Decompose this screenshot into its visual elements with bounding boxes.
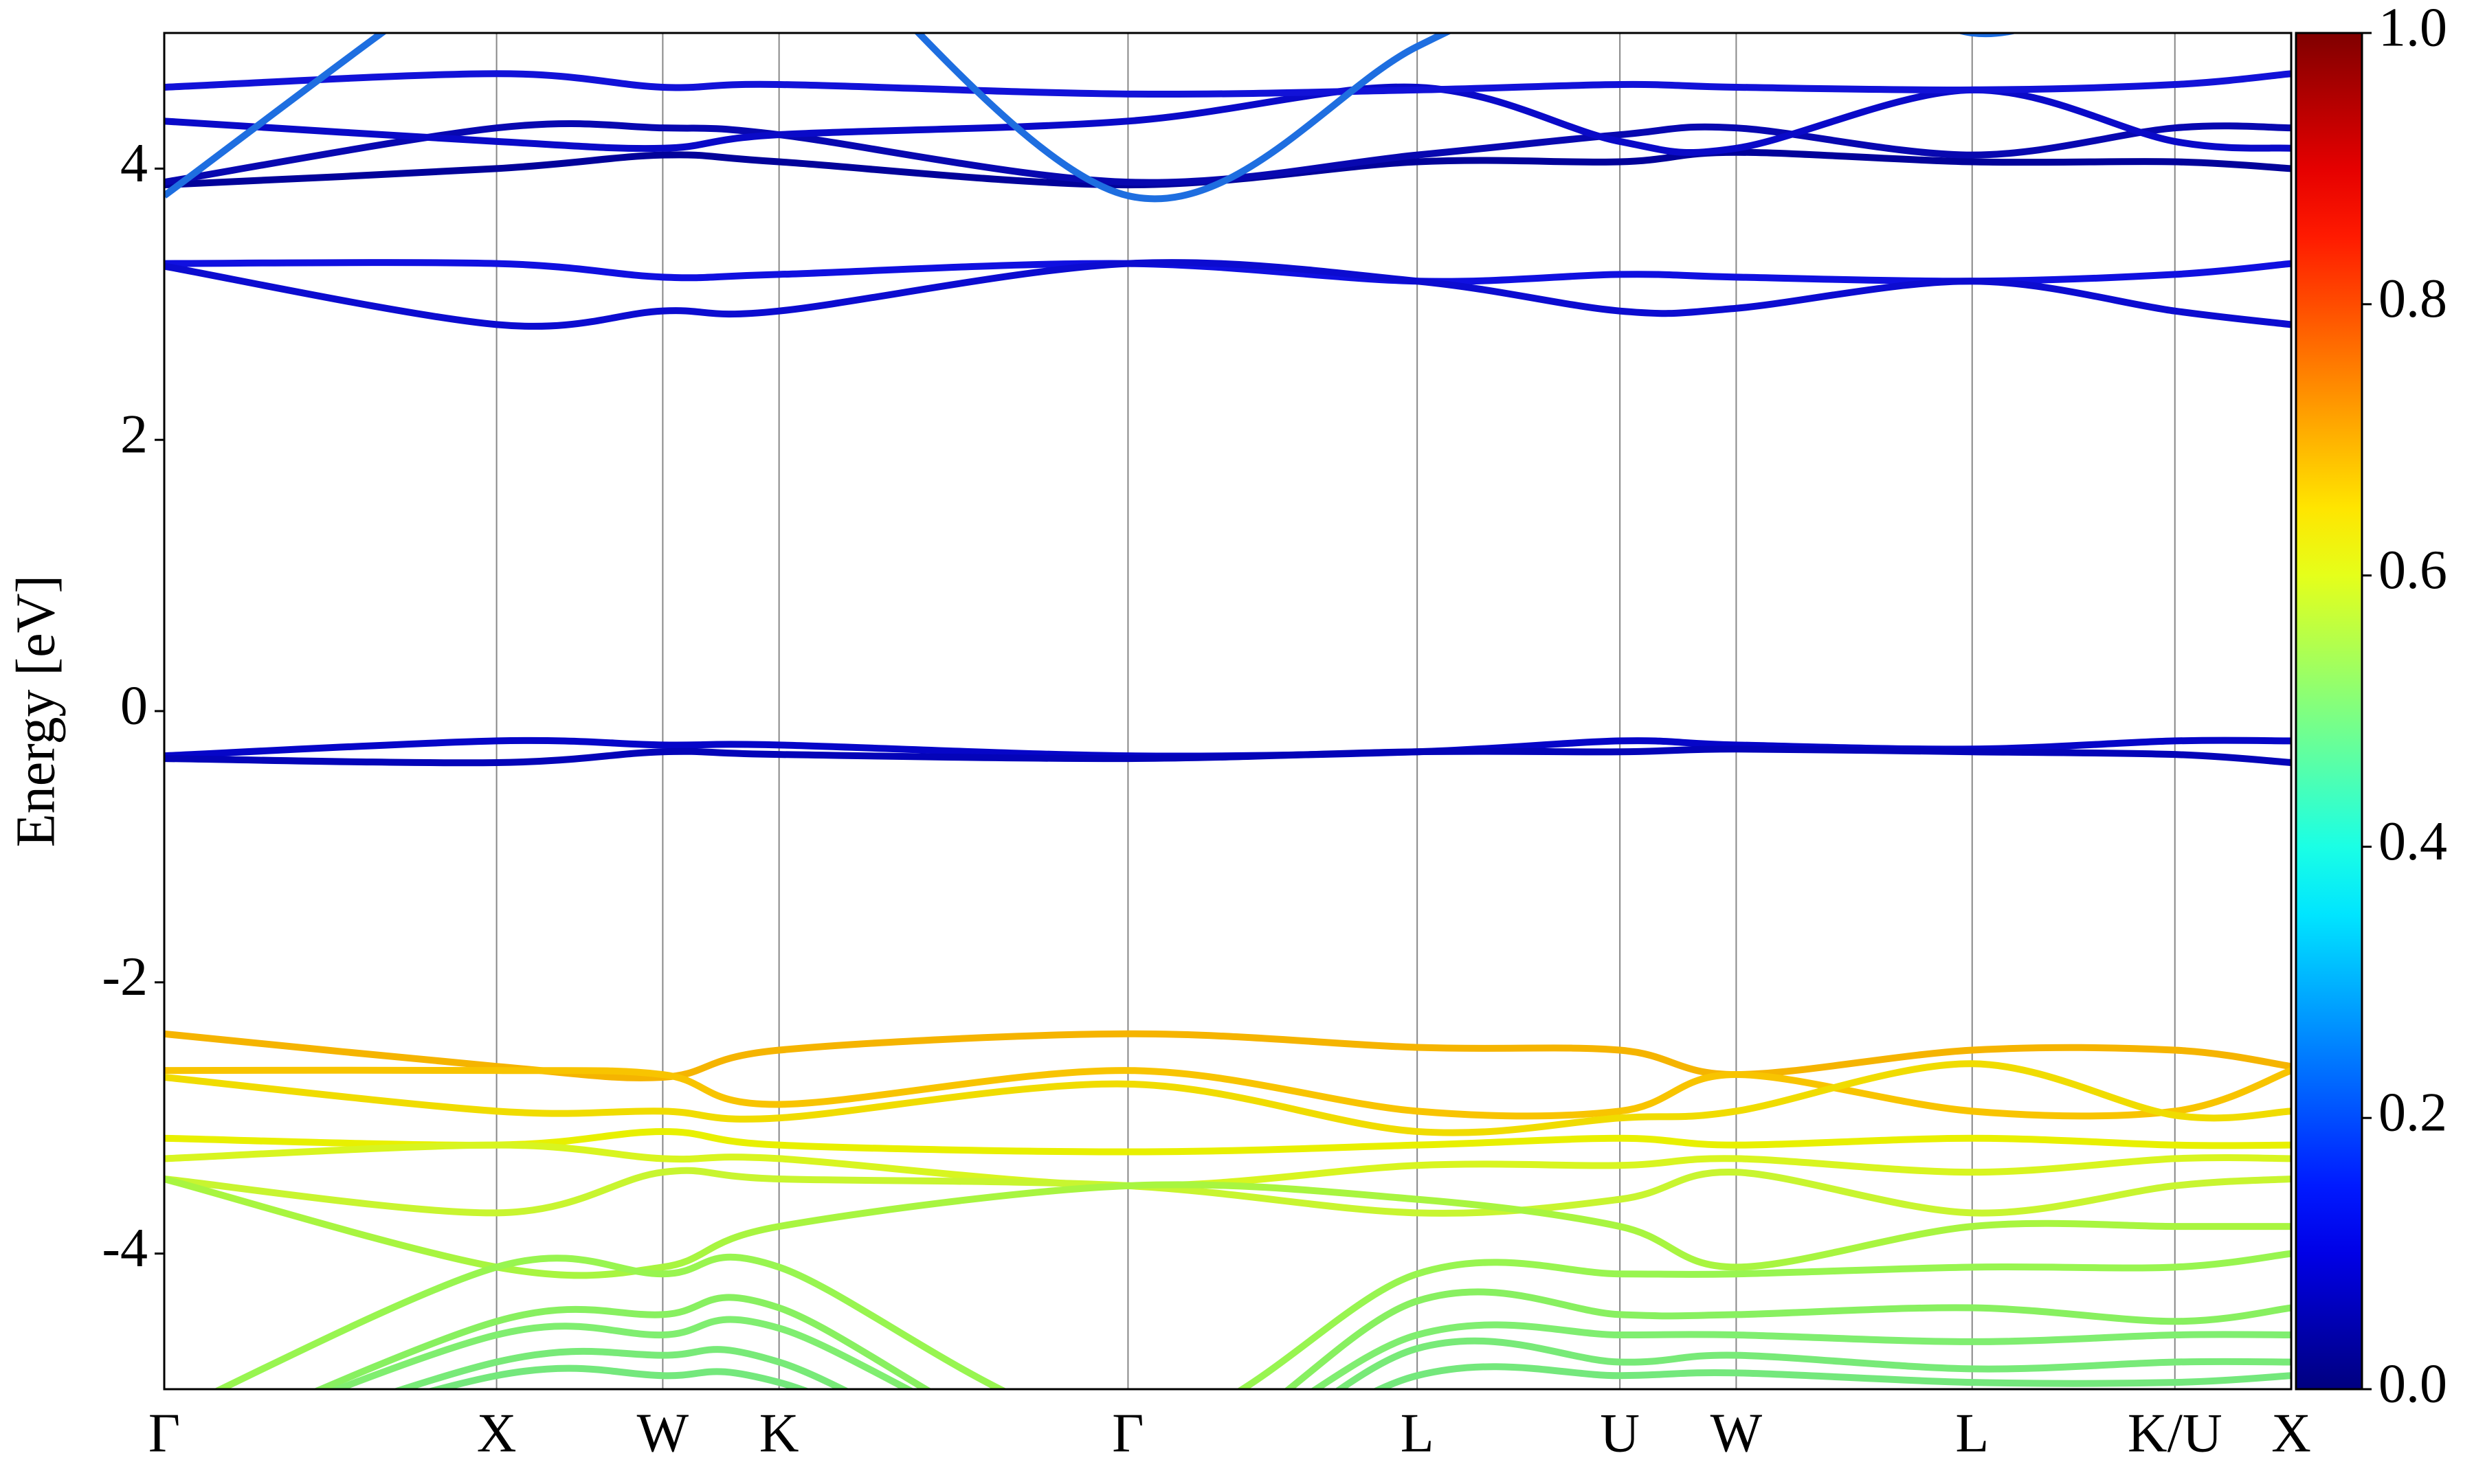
x-tick-label: L	[1955, 1403, 1989, 1463]
band	[425, 1363, 2291, 1389]
y-tick-label: 0	[120, 675, 148, 736]
x-tick-label: X	[2271, 1403, 2311, 1463]
band	[164, 148, 2291, 189]
colorbar-tick-label: 0.0	[2378, 1353, 2447, 1414]
x-tick-label: K/U	[2128, 1403, 2222, 1463]
colorbar-tick-label: 0.4	[2378, 811, 2447, 872]
band	[164, 120, 2291, 186]
band	[328, 1316, 2291, 1389]
band	[164, 1066, 2291, 1120]
x-tick-label: K	[759, 1403, 799, 1463]
x-tick-label: Γ	[1112, 1403, 1144, 1463]
band	[164, 1127, 2291, 1156]
colorbar	[2295, 32, 2363, 1391]
band	[164, 1176, 2291, 1279]
band	[164, 1030, 2291, 1081]
band	[164, 745, 2291, 767]
x-tick-label: Γ	[148, 1403, 180, 1463]
band	[164, 1060, 2291, 1136]
colorbar-tick-label: 1.0	[2378, 0, 2447, 58]
x-tick-label: L	[1401, 1403, 1434, 1463]
colorbar-tick-label: 0.8	[2378, 269, 2447, 329]
y-axis-label: Energy [eV]	[5, 575, 66, 847]
y-tick-label: 4	[120, 133, 148, 194]
plot-frame	[163, 32, 2293, 1391]
y-tick-label: 2	[120, 405, 148, 465]
y-tick-label: -2	[102, 947, 148, 1007]
x-tick-label: U	[1600, 1403, 1640, 1463]
band	[312, 1288, 2291, 1389]
y-tick-label: -4	[102, 1218, 148, 1279]
x-tick-label: X	[477, 1403, 517, 1463]
band	[164, 1141, 2291, 1189]
x-tick-label: W	[637, 1403, 689, 1463]
band	[164, 259, 2291, 330]
band	[164, 1167, 2291, 1217]
band	[391, 1337, 2291, 1389]
colorbar-tick-label: 0.2	[2378, 1083, 2447, 1143]
colorbar-tick-label: 0.6	[2378, 540, 2447, 600]
band	[213, 1250, 2291, 1389]
band	[164, 70, 2291, 98]
x-tick-label: W	[1710, 1403, 1763, 1463]
